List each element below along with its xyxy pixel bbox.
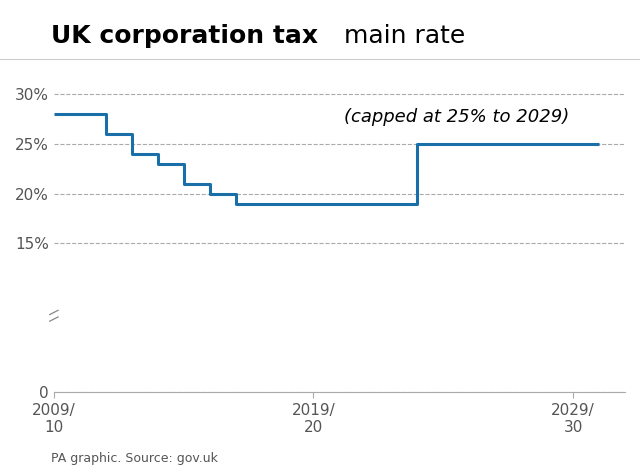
Text: (capped at 25% to 2029): (capped at 25% to 2029) <box>344 108 569 126</box>
Text: main rate: main rate <box>336 24 465 48</box>
Text: UK corporation tax: UK corporation tax <box>51 24 318 48</box>
Text: PA graphic. Source: gov.uk: PA graphic. Source: gov.uk <box>51 452 218 465</box>
